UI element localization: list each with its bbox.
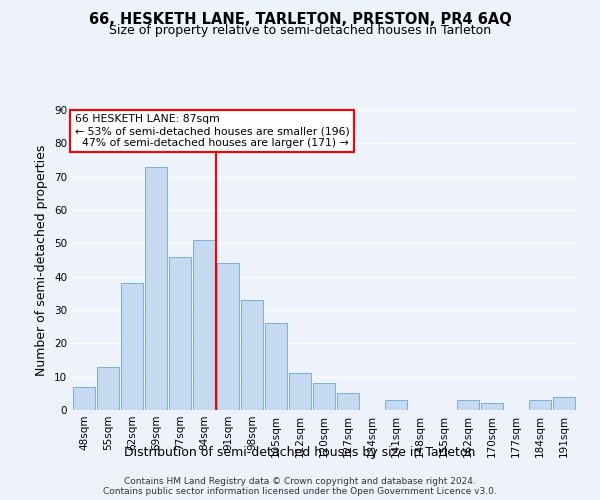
Bar	[193, 240, 215, 410]
Bar	[289, 374, 311, 410]
Text: Distribution of semi-detached houses by size in Tarleton: Distribution of semi-detached houses by …	[124, 446, 476, 459]
Bar	[169, 256, 191, 410]
Text: 66, HESKETH LANE, TARLETON, PRESTON, PR4 6AQ: 66, HESKETH LANE, TARLETON, PRESTON, PR4…	[89, 12, 511, 28]
Bar	[241, 300, 263, 410]
Bar	[481, 404, 503, 410]
Bar	[217, 264, 239, 410]
Bar	[73, 386, 95, 410]
Bar	[457, 400, 479, 410]
Bar	[97, 366, 119, 410]
Bar	[145, 166, 167, 410]
Y-axis label: Number of semi-detached properties: Number of semi-detached properties	[35, 144, 49, 376]
Text: Contains public sector information licensed under the Open Government Licence v3: Contains public sector information licen…	[103, 486, 497, 496]
Bar	[265, 324, 287, 410]
Bar	[121, 284, 143, 410]
Bar	[337, 394, 359, 410]
Text: Size of property relative to semi-detached houses in Tarleton: Size of property relative to semi-detach…	[109, 24, 491, 37]
Text: Contains HM Land Registry data © Crown copyright and database right 2024.: Contains HM Land Registry data © Crown c…	[124, 476, 476, 486]
Text: 66 HESKETH LANE: 87sqm
← 53% of semi-detached houses are smaller (196)
  47% of : 66 HESKETH LANE: 87sqm ← 53% of semi-det…	[74, 114, 349, 148]
Bar	[529, 400, 551, 410]
Bar	[313, 384, 335, 410]
Bar	[553, 396, 575, 410]
Bar	[385, 400, 407, 410]
